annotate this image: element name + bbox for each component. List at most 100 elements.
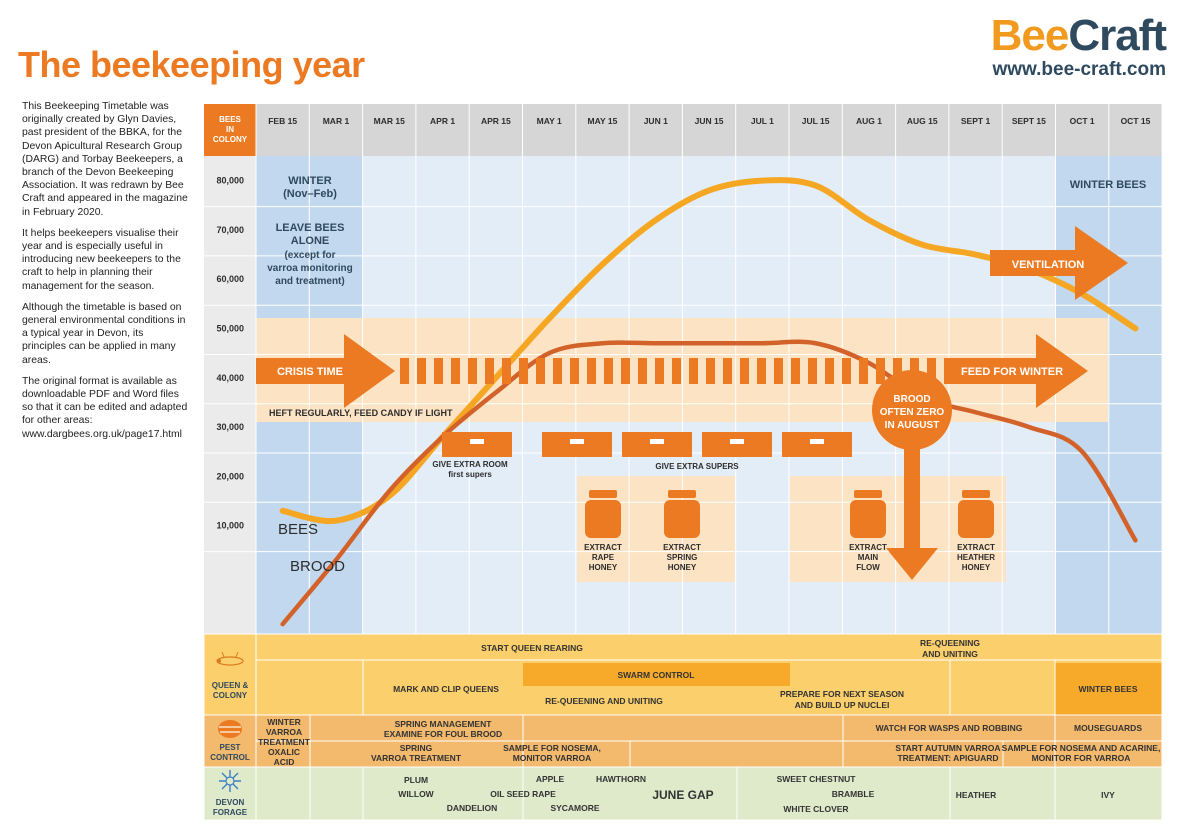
feeding-dash — [689, 358, 698, 384]
month-tick-label: SEPT 1 — [961, 116, 991, 126]
start-queen-rearing: START QUEEN REARING — [481, 643, 583, 653]
queen-bee-icon — [216, 651, 244, 666]
winter-bees-band — [1055, 663, 1162, 715]
jar-lid — [589, 490, 617, 498]
feeding-dash — [536, 358, 545, 384]
queen-row-label-1: QUEEN & — [212, 681, 249, 690]
swarm-control-band — [523, 663, 790, 686]
forage-sycamore: SYCAMORE — [550, 803, 599, 813]
swarm-control: SWARM CONTROL — [618, 670, 695, 680]
brood-line-label: BROOD — [290, 558, 345, 575]
brood-zero-3: IN AUGUST — [885, 420, 940, 431]
feeding-dash — [485, 358, 494, 384]
month-tick-label: APR 15 — [481, 116, 511, 126]
feeding-dash — [893, 358, 902, 384]
first-supers: first supers — [448, 470, 492, 479]
jar4-label-1: EXTRACT — [957, 543, 995, 552]
mark-clip-queens: MARK AND CLIP QUEENS — [393, 684, 499, 694]
jar-body — [850, 500, 886, 538]
feeding-dash — [706, 358, 715, 384]
month-tick-label: FEB 15 — [268, 116, 297, 126]
winter-label: WINTER — [288, 175, 331, 187]
month-tick-label: SEPT 15 — [1012, 116, 1046, 126]
jar3-label-3: FLOW — [856, 563, 880, 572]
leave-bees-2: ALONE — [291, 235, 330, 247]
super-box — [442, 432, 512, 457]
month-tick-label: AUG 15 — [907, 116, 938, 126]
feeding-dash — [451, 358, 460, 384]
feeding-dash — [876, 358, 885, 384]
y-tick-label: 60,000 — [216, 274, 244, 284]
month-tick-label: MAY 15 — [588, 116, 618, 126]
feeding-dash — [553, 358, 562, 384]
flower-icon — [219, 770, 241, 792]
feeding-dash — [417, 358, 426, 384]
feed-for-winter-label: FEED FOR WINTER — [961, 366, 1063, 378]
jar-body — [664, 500, 700, 538]
jar3-label-1: EXTRACT — [849, 543, 887, 552]
bees-series-line — [279, 177, 1139, 525]
winter-varroa-4: OXALIC — [268, 747, 300, 757]
heft-regularly: HEFT REGULARLY, FEED CANDY IF LIGHT — [269, 408, 453, 418]
brood-zero-2: OFTEN ZERO — [880, 407, 945, 418]
corner-header — [204, 104, 256, 156]
winter-months: (Nov–Feb) — [283, 188, 337, 200]
jar2-label-3: HONEY — [668, 563, 697, 572]
feeding-dash — [604, 358, 613, 384]
month-header-bar — [204, 104, 1162, 156]
spring-varroa-1: SPRING — [400, 743, 433, 753]
forage-willow: WILLOW — [398, 789, 434, 799]
sample-nosema-2: MONITOR VARROA — [513, 753, 592, 763]
y-tick-label: 40,000 — [216, 373, 244, 383]
feeding-dash — [655, 358, 664, 384]
feeding-dash — [723, 358, 732, 384]
super-box-handle — [570, 439, 584, 444]
give-extra-supers: GIVE EXTRA SUPERS — [655, 462, 739, 471]
devon-forage-row — [204, 767, 1162, 820]
super-box-handle — [730, 439, 744, 444]
sample-acarine-2: MONITOR FOR VARROA — [1032, 753, 1131, 763]
month-tick-label: MAR 15 — [374, 116, 405, 126]
corner-label-3: COLONY — [213, 135, 248, 144]
crisis-time-label: CRISIS TIME — [277, 366, 343, 378]
intro-paragraph: Although the timetable is based on gener… — [22, 301, 186, 366]
logo-url[interactable]: www.bee-craft.com — [992, 59, 1166, 80]
feeding-dash — [774, 358, 783, 384]
sample-nosema-1: SAMPLE FOR NOSEMA, — [503, 743, 601, 753]
forage-row-label-1: DEVON — [216, 798, 245, 807]
autumn-varroa-2: TREATMENT: APIGUARD — [897, 753, 998, 763]
spring-management-1: SPRING MANAGEMENT — [395, 719, 493, 729]
rows-border — [203, 633, 1163, 821]
jar-lid — [854, 490, 882, 498]
feeding-dash — [468, 358, 477, 384]
forage-sweet-chestnut: SWEET CHESTNUT — [777, 774, 857, 784]
forage-bramble: BRAMBLE — [832, 789, 875, 799]
leave-bees-4: varroa monitoring — [267, 263, 353, 274]
ventilation-arrow — [990, 226, 1128, 300]
y-tick-label: 80,000 — [216, 176, 244, 186]
ventilation-label: VENTILATION — [1012, 259, 1085, 271]
winter-varroa-3: TREATMENT — [258, 737, 311, 747]
give-extra-room: GIVE EXTRA ROOM — [432, 460, 508, 469]
month-tick-label: MAR 1 — [323, 116, 350, 126]
feeding-dash — [587, 358, 596, 384]
feed-winter-arrow — [950, 334, 1088, 408]
super-box-handle — [470, 439, 484, 444]
intro-text: This Beekeeping Timetable was originally… — [22, 100, 190, 449]
corner-label-1: BEES — [219, 115, 241, 124]
beecraft-logo[interactable]: BeeCraft www.bee-craft.com — [950, 14, 1167, 82]
intro-paragraph: This Beekeeping Timetable was originally… — [22, 101, 188, 218]
jar-lid — [668, 490, 696, 498]
jar1-label-2: RAPE — [592, 553, 615, 562]
wasp-icon — [218, 720, 242, 738]
month-tick-label: JUL 15 — [802, 116, 830, 126]
sample-acarine-1: SAMPLE FOR NOSEMA AND ACARINE, — [1002, 743, 1161, 753]
forage-june-gap: JUNE GAP — [652, 788, 713, 802]
super-box — [622, 432, 692, 457]
feeding-dash — [400, 358, 409, 384]
feeding-dash — [808, 358, 817, 384]
intro-paragraph: The original format is available as down… — [22, 375, 188, 440]
feeding-dash — [434, 358, 443, 384]
prepare-next-season-2: AND BUILD UP NUCLEI — [795, 700, 890, 710]
